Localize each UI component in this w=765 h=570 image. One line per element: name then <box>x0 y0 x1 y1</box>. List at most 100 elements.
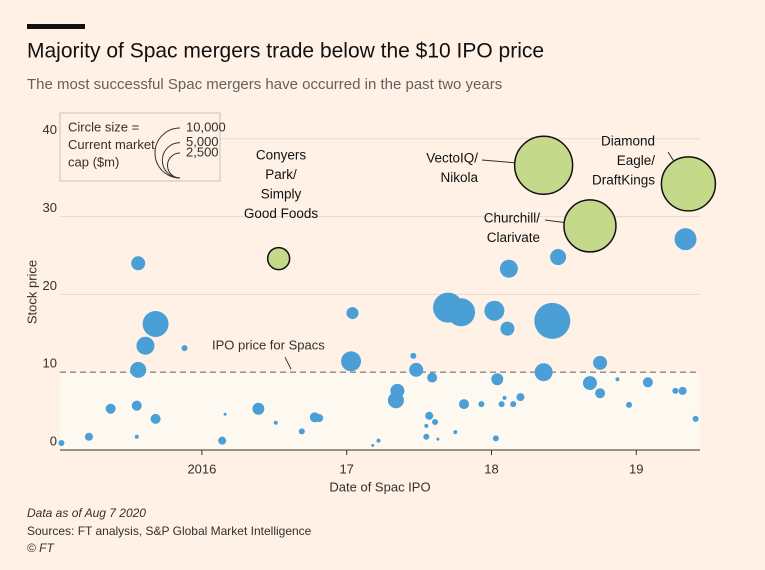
size-legend-box <box>59 112 221 182</box>
bubble-annotation: VectoIQ/ <box>426 151 478 166</box>
bubble-annotation: Eagle/ <box>617 153 656 168</box>
bubble <box>447 298 476 327</box>
reference-label: IPO price for Spacs <box>212 338 325 353</box>
bubble <box>478 401 485 408</box>
bubble <box>341 351 362 372</box>
size-legend-label: 2,500 <box>186 144 219 159</box>
bubble <box>672 387 679 394</box>
y-tick-label: 20 <box>43 278 57 293</box>
bubble <box>502 395 507 400</box>
annotation-leader <box>481 159 515 164</box>
bubble <box>534 363 553 382</box>
bubble-annotation: Nikola <box>440 170 478 185</box>
bubble <box>315 414 324 423</box>
bubble <box>134 434 139 439</box>
bubble <box>409 362 424 377</box>
bubble <box>498 401 505 408</box>
bubble <box>499 259 518 278</box>
chart-subtitle: The most successful Spac mergers have oc… <box>27 76 502 93</box>
bubble-annotation: Churchill/ <box>484 211 541 226</box>
bubble <box>425 411 434 420</box>
bubble <box>491 373 504 386</box>
bubble <box>593 355 608 370</box>
bubble-annotation: DraftKings <box>592 173 655 188</box>
bubble-annotation: Good Foods <box>244 206 319 221</box>
bubble <box>534 302 571 339</box>
bubble <box>376 438 381 443</box>
bubble-annotation: Park/ <box>265 167 297 182</box>
bubble <box>513 135 574 195</box>
bubble <box>410 352 417 359</box>
x-tick-label: 2016 <box>187 461 216 476</box>
bubble <box>105 403 116 414</box>
bubble <box>432 418 439 425</box>
note: © FT <box>27 541 56 555</box>
bubble <box>371 443 375 447</box>
bubble <box>131 400 142 411</box>
bubble-annotation: Clarivate <box>487 230 540 245</box>
x-tick-label: 18 <box>484 461 498 476</box>
size-legend-label: 5,000 <box>186 134 219 149</box>
bubble <box>582 376 597 391</box>
bubble <box>436 437 440 441</box>
bubble <box>84 432 93 441</box>
bubble <box>516 393 525 402</box>
bubble <box>563 199 617 253</box>
bubble <box>492 435 499 442</box>
bubble <box>273 420 278 425</box>
bubble <box>642 377 653 388</box>
bubble <box>615 377 620 382</box>
note: Data as of Aug 7 2020 <box>27 506 146 520</box>
bubble <box>423 433 430 440</box>
note: Sources: FT analysis, S&P Global Market … <box>27 524 312 538</box>
bubble <box>626 401 633 408</box>
bubble <box>550 249 567 266</box>
bubble <box>660 156 717 212</box>
bubble <box>218 436 227 445</box>
bubble <box>427 372 438 383</box>
bubble <box>458 399 469 410</box>
x-axis-label: Date of Spac IPO <box>329 479 430 494</box>
size-legend-title: Circle size = <box>68 119 139 134</box>
bubble <box>674 228 697 251</box>
x-tick-label: 19 <box>629 461 643 476</box>
bubble <box>131 256 146 271</box>
reference-leader <box>284 356 292 370</box>
brand-bar <box>27 24 85 29</box>
bubble <box>390 383 405 398</box>
bubble <box>181 345 188 352</box>
y-tick-label: 0 <box>50 433 57 448</box>
bubble <box>266 246 291 271</box>
bubble <box>692 415 699 422</box>
annotation-leader <box>667 151 675 162</box>
bubble <box>453 430 458 435</box>
bubble <box>298 428 305 435</box>
y-tick-label: 40 <box>43 122 57 137</box>
bubble-annotation: Diamond <box>601 134 655 149</box>
chart-title: Majority of Spac mergers trade below the… <box>27 40 544 63</box>
size-legend-title: Current market <box>68 137 155 152</box>
y-tick-label: 30 <box>43 200 57 215</box>
size-legend-arc <box>154 127 181 179</box>
below-ipo-area <box>60 372 700 450</box>
bubble <box>500 321 515 336</box>
bubble <box>346 307 359 320</box>
size-legend-arc <box>167 152 181 179</box>
annotation-leader <box>544 219 565 224</box>
bubble-annotation: Simply <box>261 187 302 202</box>
bubble <box>510 401 517 408</box>
x-tick-label: 17 <box>339 461 353 476</box>
bubble <box>136 336 155 355</box>
y-axis-label: Stock price <box>24 260 39 324</box>
bubble <box>484 300 505 321</box>
bubble <box>678 386 687 395</box>
bubble <box>424 423 429 428</box>
bubble <box>252 402 265 415</box>
bubble <box>142 310 169 337</box>
bubble <box>58 439 65 446</box>
bubble-annotation: Conyers <box>256 148 307 163</box>
bubble <box>595 388 606 399</box>
y-tick-label: 10 <box>43 356 57 371</box>
bubble <box>130 361 147 378</box>
